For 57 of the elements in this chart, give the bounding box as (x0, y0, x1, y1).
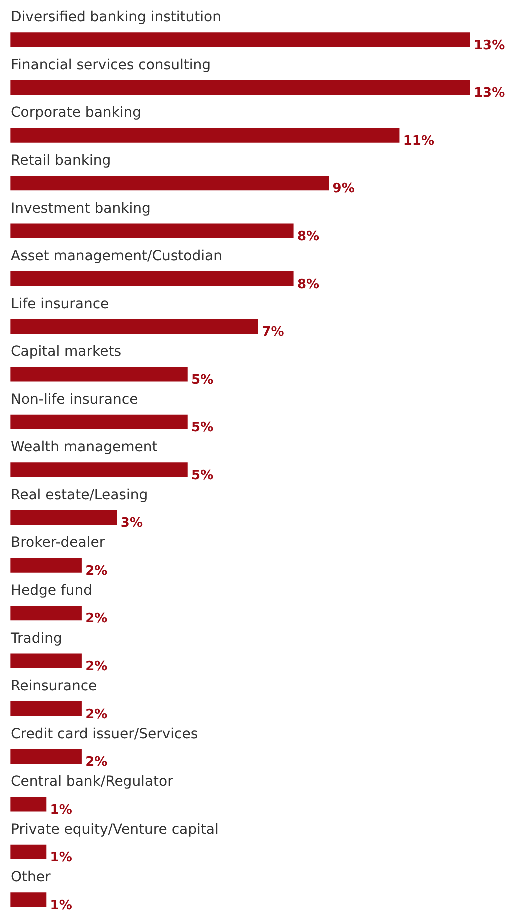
bar (10, 224, 294, 238)
y-tick-label: Real estate/Leasing (11, 487, 148, 504)
y-tick-label: Asset management/Custodian (11, 248, 222, 265)
y-tick-label: Reinsurance (11, 678, 98, 695)
data-label: 2% (86, 612, 108, 627)
bar (10, 367, 188, 382)
data-label: 2% (86, 564, 108, 579)
bar (10, 606, 82, 621)
bar (10, 414, 188, 430)
data-label: 8% (297, 277, 320, 292)
bar (10, 558, 82, 573)
data-label: 7% (262, 325, 284, 340)
data-label: 11% (403, 134, 435, 149)
data-label: 3% (120, 516, 143, 532)
bar (10, 892, 47, 908)
y-tick-label: Central bank/Regulator (11, 774, 174, 790)
data-label: 2% (86, 707, 108, 722)
bar (10, 176, 330, 191)
y-tick-label: Wealth management (11, 440, 158, 456)
y-tick-label: Financial services consulting (11, 57, 211, 74)
data-label: 9% (332, 182, 355, 197)
bar (10, 32, 470, 48)
bar (10, 80, 470, 96)
bar (10, 749, 82, 764)
bar (10, 797, 47, 812)
y-tick-label: Trading (10, 630, 62, 647)
data-label: 2% (86, 755, 108, 770)
y-tick-label: Life insurance (11, 296, 110, 312)
bar (10, 462, 188, 478)
y-tick-label: Investment banking (11, 200, 151, 217)
data-label: 1% (50, 898, 72, 914)
data-label: 5% (192, 420, 214, 436)
data-label: 5% (192, 372, 214, 388)
bar (10, 272, 294, 286)
y-tick-label: Capital markets (11, 344, 122, 360)
bar (10, 654, 82, 668)
y-tick-label: Non-life insurance (11, 392, 138, 408)
y-tick-label: Other (11, 870, 51, 886)
y-tick-label: Retail banking (11, 152, 112, 169)
y-tick-label: Corporate banking (11, 105, 142, 122)
bar (10, 128, 400, 143)
data-label: 13% (474, 86, 506, 102)
bar (10, 510, 118, 526)
bar (10, 319, 258, 334)
y-tick-label: Broker-dealer (11, 535, 106, 552)
data-label: 1% (50, 850, 72, 866)
bar (10, 702, 82, 716)
bar (10, 844, 47, 860)
y-tick-label: Credit card issuer/Services (11, 726, 198, 742)
y-tick-label: Private equity/Venture capital (11, 822, 219, 838)
y-tick-label: Hedge fund (11, 582, 93, 599)
data-label: 5% (192, 468, 214, 484)
data-label: 13% (474, 38, 506, 54)
data-label: 8% (297, 229, 320, 244)
y-tick-label: Diversified banking institution (11, 10, 222, 26)
data-label: 1% (50, 802, 72, 818)
data-label: 2% (86, 659, 108, 674)
